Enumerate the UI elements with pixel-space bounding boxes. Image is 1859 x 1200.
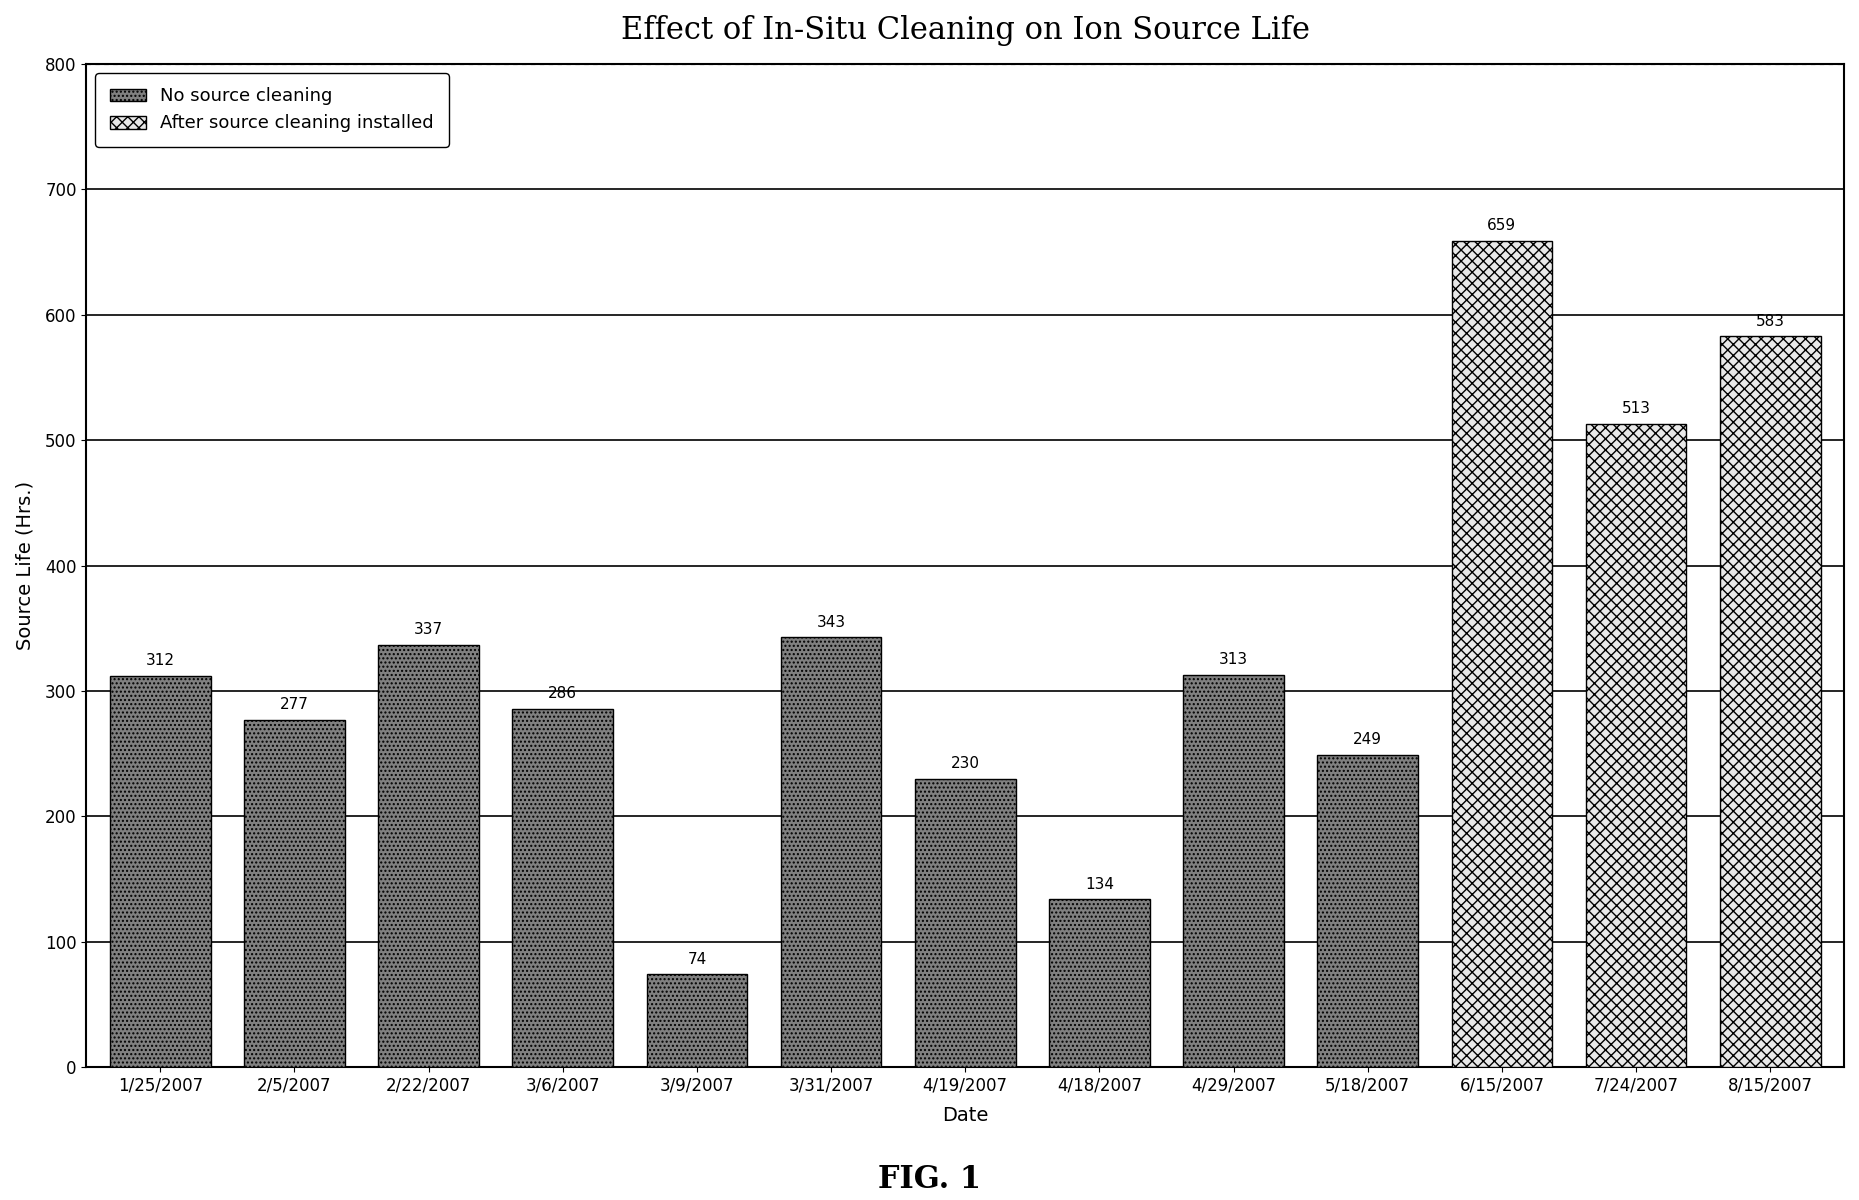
Bar	[915, 779, 1015, 1067]
Text: 513: 513	[1621, 401, 1651, 416]
Text: FIG. 1: FIG. 1	[877, 1164, 982, 1195]
X-axis label: Date: Date	[943, 1106, 989, 1126]
Text: 286: 286	[548, 686, 578, 701]
Bar	[647, 974, 747, 1067]
Text: 230: 230	[950, 756, 980, 772]
Bar	[377, 644, 480, 1067]
Bar	[781, 637, 881, 1067]
Bar	[513, 708, 613, 1067]
Bar	[110, 676, 210, 1067]
Bar	[1452, 241, 1552, 1067]
Text: 134: 134	[1086, 877, 1114, 892]
Bar	[1318, 755, 1418, 1067]
Bar	[1182, 674, 1285, 1067]
Text: 249: 249	[1353, 732, 1383, 748]
Title: Effect of In-Situ Cleaning on Ion Source Life: Effect of In-Situ Cleaning on Ion Source…	[621, 14, 1311, 46]
Text: 74: 74	[688, 952, 706, 967]
Legend: No source cleaning, After source cleaning installed: No source cleaning, After source cleanin…	[95, 73, 448, 146]
Text: 343: 343	[816, 614, 846, 630]
Text: 337: 337	[415, 622, 442, 637]
Text: 659: 659	[1487, 218, 1517, 233]
Y-axis label: Source Life (Hrs.): Source Life (Hrs.)	[15, 481, 33, 650]
Text: 277: 277	[281, 697, 309, 713]
Text: 312: 312	[145, 654, 175, 668]
Bar	[1048, 899, 1149, 1067]
Text: 313: 313	[1220, 652, 1247, 667]
Bar	[1720, 336, 1820, 1067]
Bar	[244, 720, 344, 1067]
Bar	[1586, 424, 1686, 1067]
Text: 583: 583	[1755, 313, 1785, 329]
